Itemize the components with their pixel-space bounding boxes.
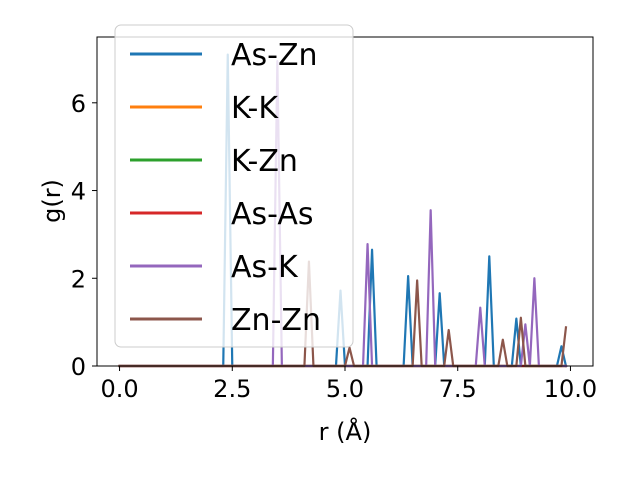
- legend-entry[interactable]: Zn-Zn: [130, 303, 321, 338]
- legend-entries: As-Zn K-K K-Zn As-As As-K Zn-Zn: [130, 38, 321, 338]
- legend-label: As-Zn: [231, 38, 318, 73]
- x-axis: 0.0 2.5 5.0 7.5 10.0: [100, 366, 597, 403]
- y-axis-label: g(r): [38, 179, 66, 223]
- legend-box: [114, 24, 354, 348]
- x-tick-label: 2.5: [213, 375, 251, 403]
- y-tick-label: 2: [71, 265, 86, 293]
- legend-label: Zn-Zn: [231, 303, 321, 338]
- x-tick-label: 7.5: [439, 375, 477, 403]
- legend-label: As-K: [231, 250, 299, 285]
- legend-entry[interactable]: As-K: [130, 250, 299, 285]
- legend[interactable]: As-Zn K-K K-Zn As-As As-K Zn-Zn: [114, 24, 354, 348]
- y-tick-label: 0: [71, 353, 86, 381]
- y-axis: 0 2 4 6: [71, 90, 97, 381]
- y-tick-label: 6: [71, 90, 86, 118]
- x-tick-label: 5.0: [326, 375, 364, 403]
- legend-label: K-K: [231, 91, 279, 126]
- legend-label: As-As: [231, 197, 313, 232]
- x-tick-label: 10.0: [544, 375, 597, 403]
- x-tick-label: 0.0: [100, 375, 138, 403]
- legend-entry[interactable]: As-Zn: [130, 38, 318, 73]
- legend-entry[interactable]: K-K: [130, 91, 279, 126]
- legend-entry[interactable]: K-Zn: [130, 144, 298, 179]
- legend-label: K-Zn: [231, 144, 298, 179]
- y-tick-label: 4: [71, 178, 86, 206]
- x-axis-label: r (Å): [319, 417, 372, 446]
- legend-entry[interactable]: As-As: [130, 197, 313, 232]
